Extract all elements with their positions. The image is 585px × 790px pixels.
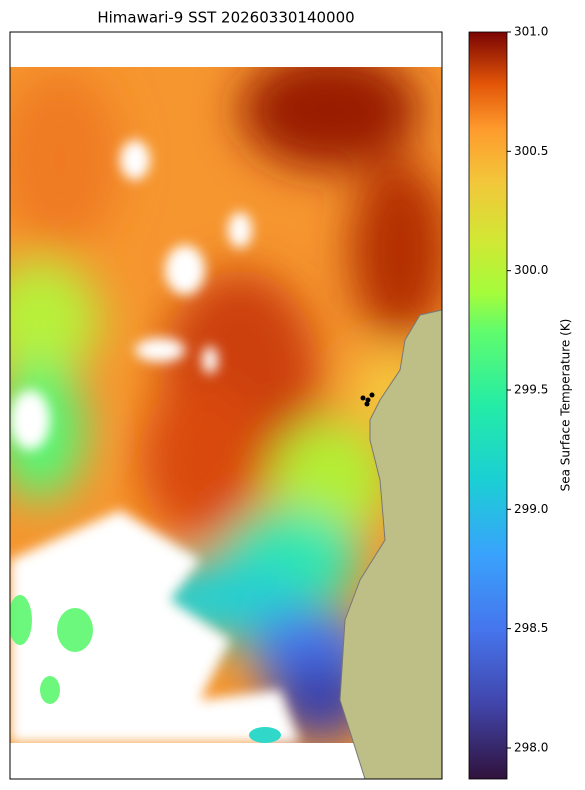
colorbar-tick-label: 299.5: [514, 382, 548, 396]
map-title: Himawari-9 SST 20260330140000: [97, 9, 354, 27]
colorbar-tick-label: 299.0: [514, 502, 548, 516]
colorbar: [468, 31, 508, 780]
land: [339, 309, 443, 780]
colorbar-tick-label: 298.0: [514, 740, 548, 754]
stations: [360, 392, 375, 407]
colorbar-tick-label: 298.5: [514, 621, 548, 635]
colorbar-tick-label: 301.0: [514, 25, 548, 39]
colorbar-label: Sea Surface Temperature (K): [559, 319, 573, 492]
map-frame: [9, 31, 443, 780]
colorbar-tick-label: 300.5: [514, 144, 548, 158]
colorbar-tick-label: 300.0: [514, 263, 548, 277]
sst-field: [10, 67, 442, 743]
